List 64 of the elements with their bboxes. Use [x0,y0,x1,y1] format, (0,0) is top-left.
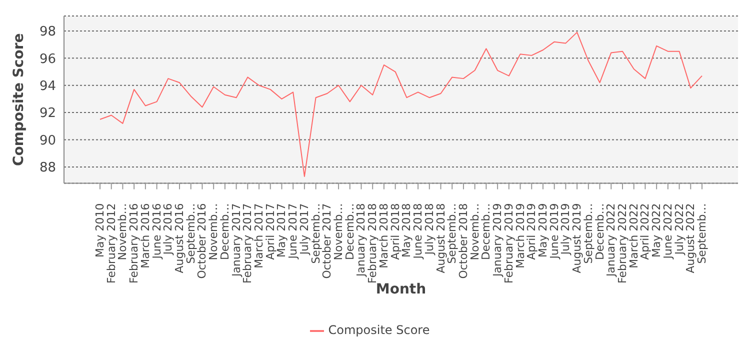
x-tick-label: February 2018 [366,203,380,284]
y-axis-title: Composite Score [10,33,27,166]
x-tick-label: April 2018 [388,203,402,260]
x-tick-label: August 2019 [570,203,584,274]
line-series [100,32,702,177]
x-tick-label: Novemb… [207,203,220,260]
x-tick-label: March 2019 [514,203,527,268]
x-tick-label: January 2017 [230,203,243,278]
x-tick-label: April 2022 [638,203,652,260]
x-tick-label: January 2019 [491,203,504,278]
x-tick-label: Decemb… [480,203,493,260]
x-tick-label: June 2019 [548,203,561,260]
x-tick-label: April 2017 [264,203,277,260]
x-tick-label: June 2016 [150,203,164,260]
x-tick-label: February 2012 [104,203,118,284]
x-tick-label: Septemb… [184,203,198,264]
x-tick-label: May 2018 [400,203,414,258]
x-tick-label: April 2019 [525,203,538,260]
x-tick-label: Novemb… [468,203,482,260]
y-tick-label: 98 [39,24,56,40]
x-tick-label: October 2017 [320,203,334,279]
x-tick-label: May 2022 [650,203,664,258]
x-tick-label: January 2018 [354,203,368,278]
x-tick-label: Novemb… [332,203,346,260]
x-tick-label: Septemb… [309,203,322,264]
x-tick-label: March 2022 [627,203,640,268]
x-tick-label: October 2016 [196,203,209,279]
y-tick-label: 88 [39,160,56,176]
x-tick-label: July 2022 [672,203,686,256]
x-tick-label: Septemb… [582,203,595,264]
y-tick-label: 92 [39,106,56,122]
x-tick-label: January 2022 [604,203,618,278]
x-tick-label: June 2017 [286,203,300,260]
x-tick-label: March 2018 [377,203,390,268]
x-tick-label: July 2016 [162,203,175,256]
x-tick-label: June 2018 [412,203,425,260]
x-tick-label: May 2010 [94,203,106,258]
x-tick-label: March 2016 [138,203,152,268]
y-tick-label: 90 [39,133,56,148]
x-tick-label: Novemb… [116,203,130,260]
x-tick-label: Septemb… [446,203,459,264]
x-tick-label: August 2016 [173,203,186,274]
x-tick-label: Decemb… [343,203,356,260]
x-tick-label: Decemb… [593,203,606,260]
x-tick-label: May 2017 [275,203,288,258]
x-tick-label: August 2018 [434,203,448,274]
x-tick-label: February 2022 [616,203,629,284]
x-tick-label: June 2022 [661,203,674,260]
x-axis-title: Month [376,281,426,298]
x-tick-label: October 2018 [456,203,470,279]
x-tick-label: August 2022 [684,203,698,274]
y-tick-label: 96 [39,52,56,67]
x-tick-label: February 2017 [241,203,254,284]
x-tick-label: March 2017 [252,203,266,268]
x-tick-label: February 2016 [128,203,141,284]
x-tick-label: May 2019 [536,203,550,258]
x-tick-label: February 2019 [502,203,516,284]
x-tick-label: Decemb… [218,203,232,260]
x-tick-label: July 2018 [422,203,436,256]
x-tick-label: July 2019 [559,203,572,256]
y-tick-label: 94 [39,78,56,94]
legend-label: Composite Score [328,323,430,338]
x-tick-label: July 2017 [298,203,311,256]
x-tick-label: Septemb… [696,203,708,264]
